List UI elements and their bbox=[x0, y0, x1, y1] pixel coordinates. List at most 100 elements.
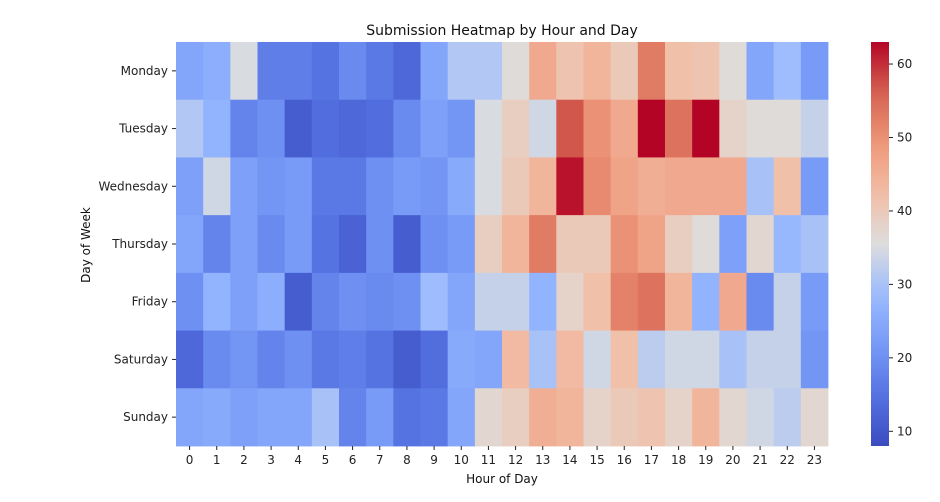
heatmap-cell bbox=[719, 99, 747, 158]
heatmap-cell bbox=[502, 157, 530, 216]
heatmap-cell bbox=[311, 272, 340, 331]
heatmap-cell bbox=[583, 388, 612, 447]
heatmap-cell bbox=[230, 99, 258, 158]
heatmap-cell bbox=[447, 272, 476, 331]
x-tick-label: 14 bbox=[562, 453, 577, 467]
heatmap-cell bbox=[746, 388, 775, 447]
heatmap-cell bbox=[637, 330, 666, 389]
x-tick-label: 16 bbox=[617, 453, 632, 467]
heatmap-cell bbox=[257, 388, 286, 447]
heatmap-cell bbox=[800, 272, 829, 331]
heatmap-cell bbox=[637, 272, 666, 331]
heatmap-cell bbox=[746, 272, 775, 331]
heatmap-cell bbox=[420, 388, 449, 447]
heatmap-cell bbox=[692, 99, 720, 158]
heatmap-cell bbox=[393, 157, 421, 216]
y-axis-label: Day of Week bbox=[79, 207, 93, 283]
x-tick-label: 21 bbox=[752, 453, 767, 467]
heatmap-cell bbox=[311, 157, 340, 216]
heatmap-cell bbox=[556, 157, 584, 216]
heatmap-cell bbox=[556, 330, 584, 389]
heatmap-cell bbox=[746, 99, 775, 158]
heatmap-cell bbox=[203, 330, 231, 389]
heatmap-cell bbox=[773, 330, 802, 389]
x-tick-label: 23 bbox=[807, 453, 822, 467]
heatmap-cell bbox=[610, 215, 639, 274]
heatmap-cell bbox=[773, 157, 802, 216]
heatmap-cell bbox=[610, 330, 639, 389]
x-tick-label: 18 bbox=[671, 453, 686, 467]
heatmap-cell bbox=[203, 388, 231, 447]
heatmap-cell bbox=[203, 99, 231, 158]
heatmap-cell bbox=[529, 388, 557, 447]
heatmap-cell bbox=[665, 42, 693, 101]
colorbar-tick-label: 30 bbox=[897, 277, 912, 291]
heatmap-cell bbox=[692, 272, 720, 331]
heatmap-cell bbox=[583, 42, 612, 101]
x-tick-label: 13 bbox=[535, 453, 550, 467]
heatmap-cell bbox=[447, 157, 476, 216]
heatmap-cell bbox=[502, 215, 530, 274]
heatmap-cell bbox=[637, 215, 666, 274]
heatmap-cell bbox=[284, 99, 313, 158]
heatmap-cell bbox=[502, 99, 530, 158]
heatmap-cell bbox=[339, 272, 367, 331]
heatmap-cell bbox=[366, 388, 394, 447]
heatmap-cell bbox=[773, 99, 802, 158]
heatmap-cell bbox=[420, 330, 449, 389]
heatmap-cell bbox=[800, 157, 829, 216]
heatmap-cell bbox=[366, 272, 394, 331]
x-tick-label: 0 bbox=[186, 453, 194, 467]
heatmap-cell bbox=[284, 272, 313, 331]
x-tick-label: 12 bbox=[508, 453, 523, 467]
colorbar-tick-label: 60 bbox=[897, 57, 912, 71]
heatmap-cell bbox=[339, 42, 367, 101]
heatmap-cell bbox=[529, 215, 557, 274]
heatmap-cell bbox=[447, 42, 476, 101]
heatmap-cell bbox=[393, 330, 421, 389]
x-axis-label: Hour of Day bbox=[466, 472, 538, 486]
x-tick-label: 15 bbox=[589, 453, 604, 467]
heatmap-cell bbox=[800, 99, 829, 158]
heatmap-cell bbox=[447, 99, 476, 158]
x-tick-label: 5 bbox=[322, 453, 330, 467]
heatmap-cell bbox=[257, 215, 286, 274]
heatmap-cell bbox=[800, 388, 829, 447]
heatmap-cell bbox=[230, 157, 258, 216]
heatmap-cell bbox=[637, 388, 666, 447]
heatmap-cell bbox=[176, 99, 204, 158]
heatmap-cell bbox=[800, 330, 829, 389]
heatmap-cell bbox=[692, 42, 720, 101]
heatmap-cell bbox=[556, 215, 584, 274]
heatmap-cell bbox=[529, 99, 557, 158]
heatmap-cell bbox=[502, 272, 530, 331]
heatmap-cell bbox=[366, 330, 394, 389]
x-tick-label: 17 bbox=[644, 453, 659, 467]
heatmap-cell bbox=[692, 388, 720, 447]
heatmap-cell bbox=[583, 272, 612, 331]
colorbar-tick-label: 10 bbox=[897, 424, 912, 438]
x-tick-label: 22 bbox=[780, 453, 795, 467]
x-tick-label: 20 bbox=[725, 453, 740, 467]
heatmap-cell bbox=[311, 388, 340, 447]
heatmap-cell bbox=[284, 42, 313, 101]
heatmap-cell bbox=[311, 330, 340, 389]
colorbar-tick-label: 20 bbox=[897, 351, 912, 365]
heatmap-cell bbox=[529, 330, 557, 389]
heatmap-cell bbox=[257, 157, 286, 216]
heatmap-cell bbox=[502, 330, 530, 389]
x-tick-label: 2 bbox=[240, 453, 248, 467]
heatmap-cell bbox=[203, 157, 231, 216]
heatmap-cell bbox=[556, 42, 584, 101]
colorbar-tick-label: 50 bbox=[897, 130, 912, 144]
x-tick-label: 3 bbox=[267, 453, 275, 467]
heatmap-cell bbox=[474, 157, 503, 216]
x-tick-label: 19 bbox=[698, 453, 713, 467]
y-tick-label: Thursday bbox=[111, 237, 168, 251]
heatmap-cell bbox=[719, 330, 747, 389]
chart-title: Submission Heatmap by Hour and Day bbox=[366, 23, 638, 39]
heatmap-cell bbox=[665, 99, 693, 158]
heatmap-cell bbox=[311, 99, 340, 158]
heatmap-cell bbox=[719, 42, 747, 101]
heatmap-cell bbox=[447, 388, 476, 447]
